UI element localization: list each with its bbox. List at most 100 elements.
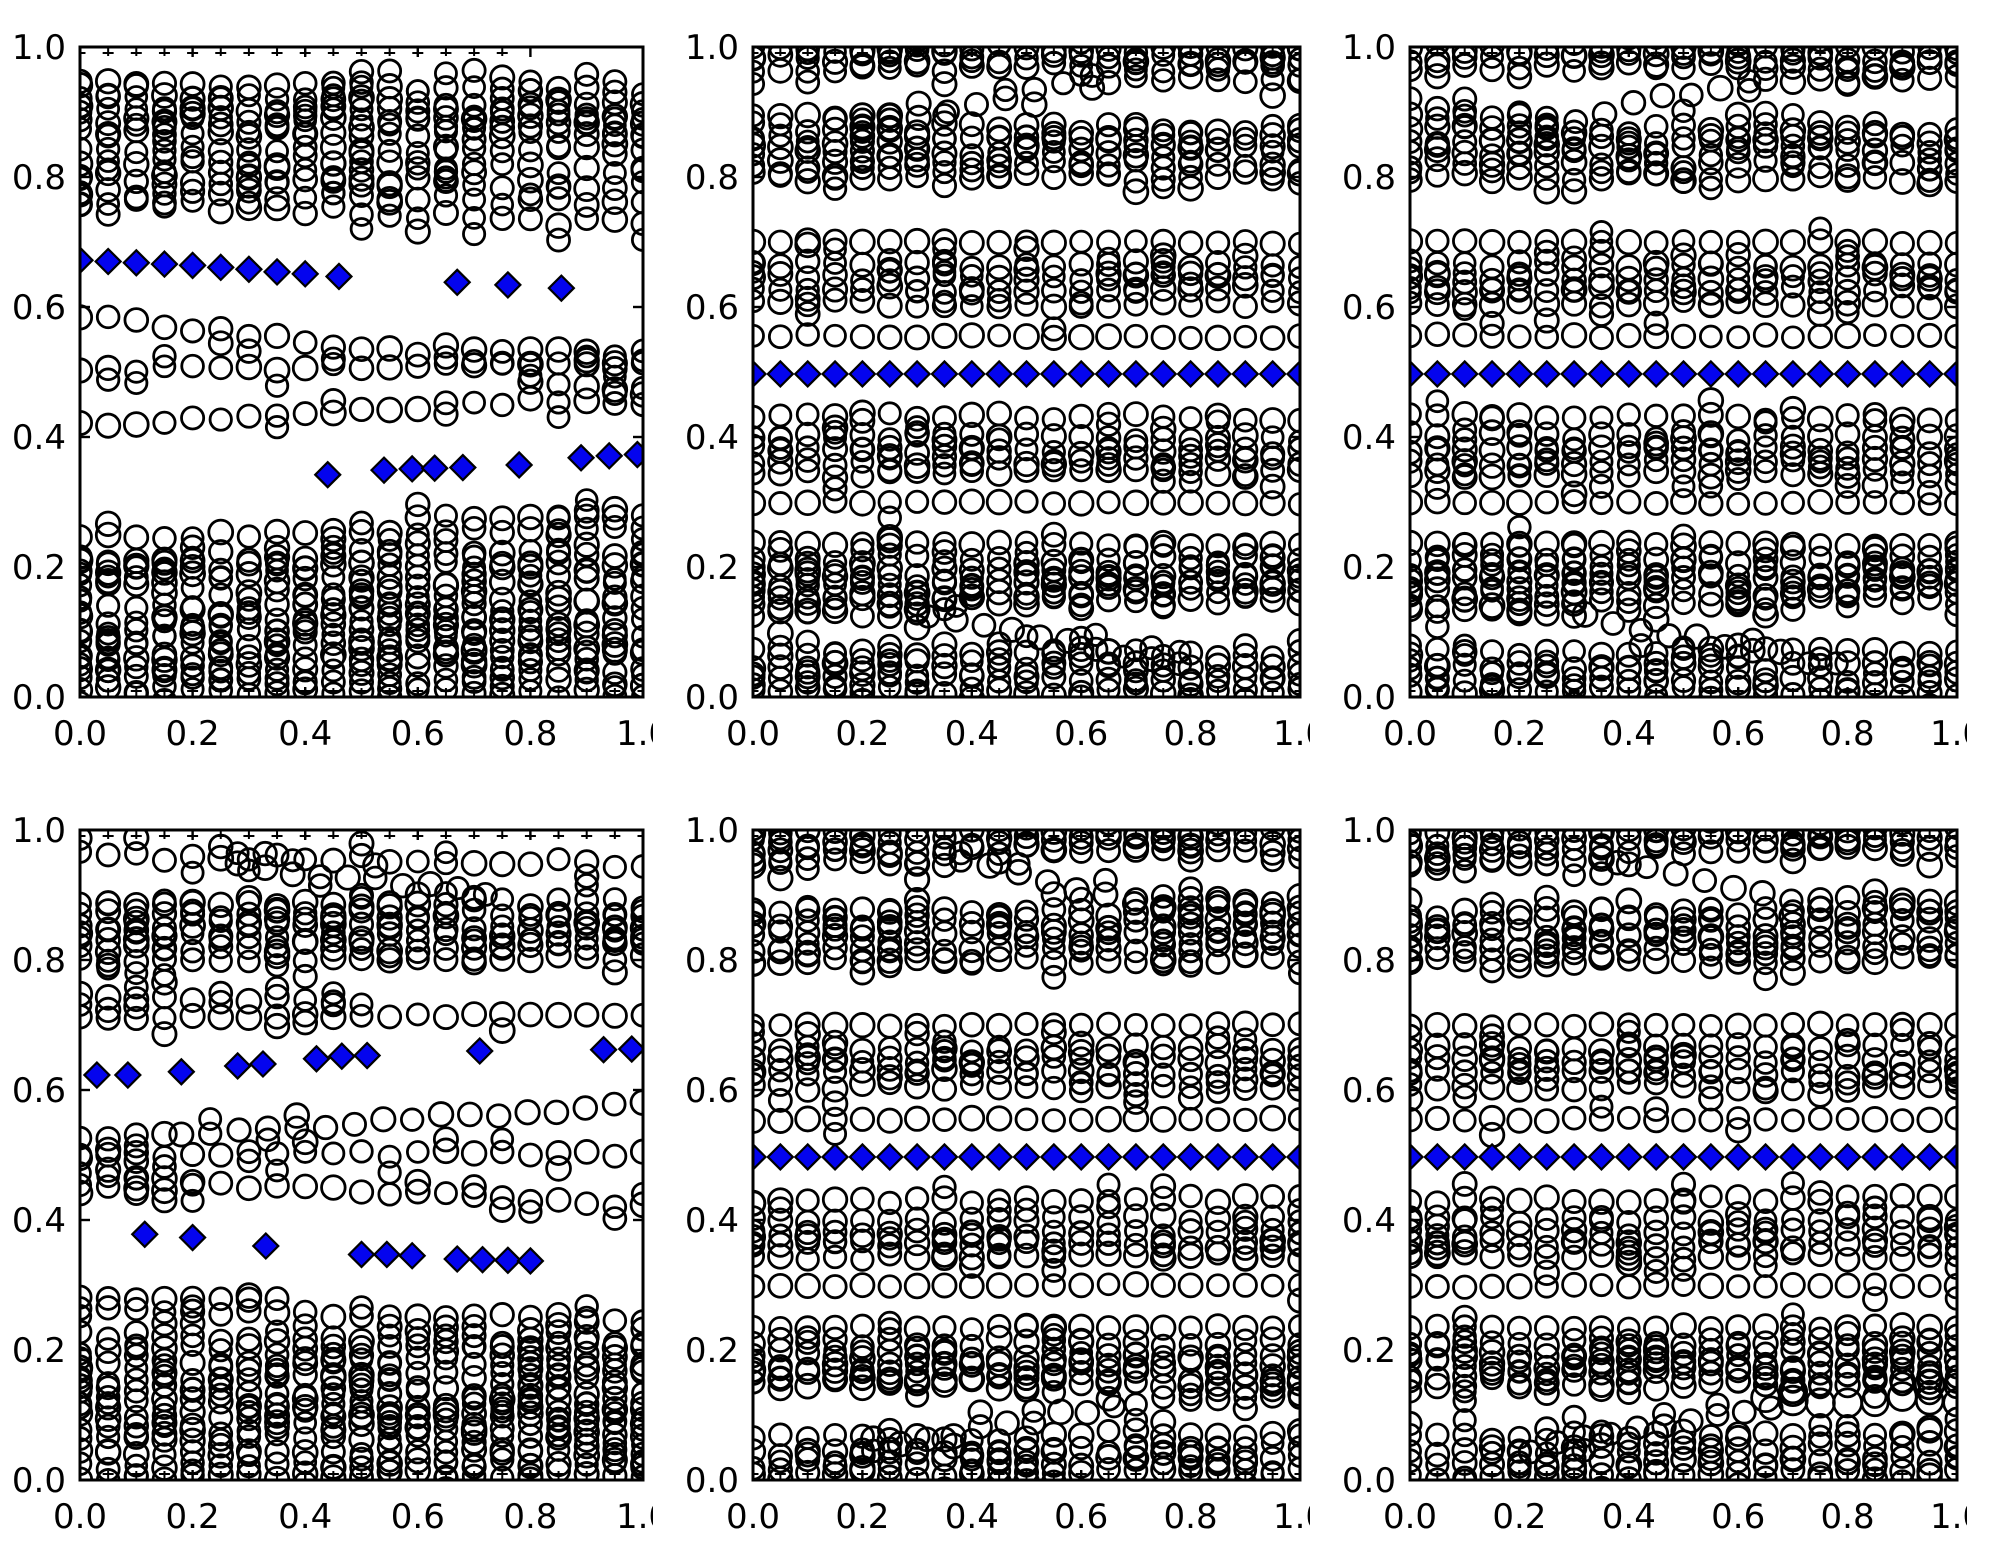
scatter-markers: [80, 47, 643, 697]
y-tick-label: 1.0: [685, 814, 739, 851]
x-tick-label: 0.0: [1383, 1497, 1437, 1537]
x-tick-label: 0.2: [835, 714, 889, 754]
scatter-markers: [753, 47, 1300, 697]
x-tick-label: 0.2: [835, 1497, 889, 1537]
x-tick-label: 1.0: [616, 1497, 653, 1537]
x-tick-label: 0.0: [53, 714, 107, 754]
y-tick-label: 0.6: [1342, 288, 1396, 328]
y-tick-label: 0.4: [685, 418, 739, 458]
axes-frame: [1408, 45, 1959, 699]
x-tick-label: 0.6: [1054, 714, 1108, 754]
y-tick-label: 0.4: [12, 1201, 66, 1241]
x-tick-label: 0.0: [726, 714, 780, 754]
y-tick-label: 0.8: [12, 941, 66, 981]
subplot-top-right: 0.0 0.2 0.4 0.6 0.8 1.0 1.0 0.8 0.6 0.4 0.2 0.0: [1324, 28, 1984, 775]
x-tick-label: 0.6: [391, 714, 445, 754]
plot-bottom-left: 0.0 0.2 0.4 0.6 0.8 1.0 1.0 0.8 0.6 0.4 0.2 0.0: [12, 811, 670, 1537]
y-tick-label: 0.0: [12, 1461, 66, 1501]
y-tick-label: 0.6: [12, 1071, 66, 1111]
y-tick-label: 0.4: [1342, 1201, 1396, 1241]
y-tick-label: 0.8: [685, 158, 739, 198]
x-tick-label: 0.4: [945, 1497, 999, 1537]
y-tick-label: 0.6: [1342, 1071, 1396, 1111]
y-tick-label: 0.2: [1342, 548, 1396, 588]
y-tick-label: 1.0: [12, 31, 66, 68]
y-tick-label: 1.0: [685, 31, 739, 68]
y-tick-label: 0.8: [12, 158, 66, 198]
y-tick-label: 0.6: [685, 1071, 739, 1111]
y-tick-label: 0.0: [12, 678, 66, 718]
y-tick-label: 0.8: [685, 941, 739, 981]
x-tick-label: 0.4: [1602, 714, 1656, 754]
x-tick-label: 1.0: [1930, 714, 1967, 754]
plot-top-left: 0.0 0.2 0.4 0.6 0.8 1.0 1.0 0.8 0.6 0.4 0.2 0.0: [12, 28, 670, 754]
x-tick-label: 0.2: [1492, 714, 1546, 754]
x-tick-label: 0.8: [503, 714, 557, 754]
subplot-bottom-right: 0.0 0.2 0.4 0.6 0.8 1.0 1.0 0.8 0.6 0.4 0.2 0.0: [1324, 811, 1984, 1558]
x-tick-label: 0.8: [503, 1497, 557, 1537]
subplot-bottom-left: 0.0 0.2 0.4 0.6 0.8 1.0 1.0 0.8 0.6 0.4 0.2 0.0: [0, 811, 670, 1558]
x-tick-label: 0.0: [726, 1497, 780, 1537]
plot-top-right: 0.0 0.2 0.4 0.6 0.8 1.0 1.0 0.8 0.6 0.4 0.2 0.0: [1342, 28, 1984, 754]
x-tick-label: 0.8: [1164, 1497, 1218, 1537]
x-tick-label: 1.0: [1930, 1497, 1967, 1537]
x-tick-label: 0.8: [1164, 714, 1218, 754]
diamond-series: [82, 1034, 643, 1276]
y-tick-label: 0.2: [685, 1331, 739, 1371]
y-tick-label: 0.0: [1342, 678, 1396, 718]
subplot-top-left: 0.0 0.2 0.4 0.6 0.8 1.0 1.0 0.8 0.6 0.4 0.2 0.0: [0, 28, 670, 775]
y-tick-label: 0.8: [1342, 941, 1396, 981]
y-tick-label: 0.2: [12, 1331, 66, 1371]
x-tick-label: 0.4: [1602, 1497, 1656, 1537]
axes-frame: [78, 828, 645, 1482]
y-tick-label: 0.4: [1342, 418, 1396, 458]
x-tick-label: 1.0: [616, 714, 653, 754]
x-tick-label: 0.0: [1383, 714, 1437, 754]
y-tick-label: 1.0: [1342, 31, 1396, 68]
axes-frame: [1408, 828, 1959, 1482]
x-tick-label: 0.4: [278, 1497, 332, 1537]
scatter-markers: [1410, 830, 1957, 1480]
y-tick-label: 0.0: [685, 678, 739, 718]
y-tick-label: 0.6: [685, 288, 739, 328]
diamond-series: [1410, 359, 1957, 389]
x-tick-label: 0.2: [1492, 1497, 1546, 1537]
x-tick-label: 0.8: [1821, 714, 1875, 754]
x-tick-label: 0.6: [1711, 1497, 1765, 1537]
x-tick-label: 0.6: [391, 1497, 445, 1537]
plot-bottom-right: 0.0 0.2 0.4 0.6 0.8 1.0 1.0 0.8 0.6 0.4 0.2 0.0: [1342, 811, 1984, 1537]
x-tick-label: 0.2: [166, 1497, 220, 1537]
x-tick-label: 0.2: [166, 714, 220, 754]
x-tick-label: 0.8: [1821, 1497, 1875, 1537]
x-tick-label: 0.6: [1054, 1497, 1108, 1537]
subplot-bottom-middle: 0.0 0.2 0.4 0.6 0.8 1.0 1.0 0.8 0.6 0.4 0.2 0.0: [667, 811, 1327, 1558]
y-tick-label: 1.0: [12, 814, 66, 851]
y-tick-label: 0.6: [12, 288, 66, 328]
diamond-series: [753, 1142, 1300, 1172]
x-tick-label: 0.4: [278, 714, 332, 754]
y-tick-label: 0.2: [1342, 1331, 1396, 1371]
y-tick-label: 0.2: [12, 548, 66, 588]
axes-frame: [78, 45, 645, 699]
y-tick-label: 0.4: [685, 1201, 739, 1241]
diamond-series: [80, 246, 643, 489]
y-tick-label: 0.0: [1342, 1461, 1396, 1501]
x-tick-label: 1.0: [1273, 714, 1310, 754]
diamond-series: [753, 359, 1300, 389]
plot-bottom-middle: 0.0 0.2 0.4 0.6 0.8 1.0 1.0 0.8 0.6 0.4 0.2 0.0: [685, 811, 1327, 1537]
subplot-top-middle: 0.0 0.2 0.4 0.6 0.8 1.0 1.0 0.8 0.6 0.4 0.2 0.0: [667, 28, 1327, 775]
axes-frame: [751, 828, 1302, 1482]
y-tick-label: 0.4: [12, 418, 66, 458]
axes-frame: [751, 45, 1302, 699]
y-tick-label: 0.2: [685, 548, 739, 588]
y-tick-label: 1.0: [1342, 814, 1396, 851]
y-tick-label: 0.8: [1342, 158, 1396, 198]
plot-top-middle: 0.0 0.2 0.4 0.6 0.8 1.0 1.0 0.8 0.6 0.4 0.2 0.0: [685, 28, 1327, 754]
y-tick-label: 0.0: [685, 1461, 739, 1501]
x-tick-label: 0.6: [1711, 714, 1765, 754]
x-tick-label: 0.4: [945, 714, 999, 754]
x-tick-label: 0.0: [53, 1497, 107, 1537]
scatter-markers: [80, 830, 643, 1480]
scatter-markers: [753, 830, 1300, 1480]
